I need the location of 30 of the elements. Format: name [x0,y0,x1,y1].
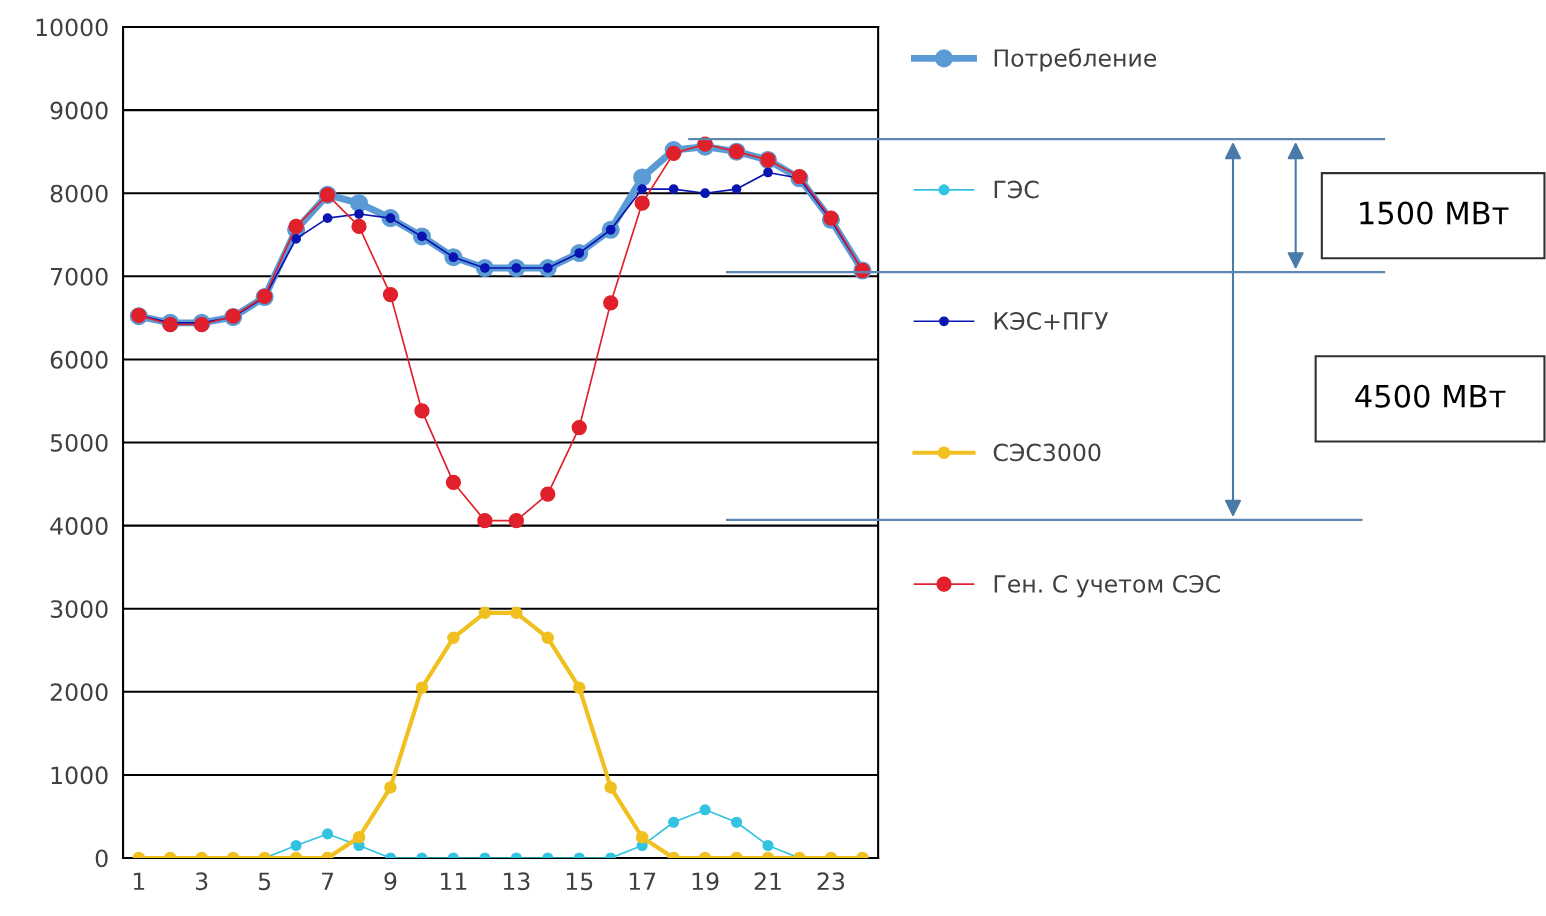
legend-label: Ген. С учетом СЭС [994,574,1220,598]
y-tick-label: 2000 [50,683,108,702]
y-tick-label: 9000 [50,101,108,120]
y-tick-label: 10000 [36,18,108,37]
legend-label: КЭС+ПГУ [994,312,1109,330]
y-tick-label: 4000 [50,517,108,535]
x-tick-label: 19 [692,872,719,891]
x-tick-label: 1 [133,872,145,890]
y-tick-label: 3000 [50,600,108,619]
x-tick-label: 9 [384,872,397,891]
y-tick-label: 0 [95,849,108,868]
x-tick-label: 13 [503,872,530,891]
y-tick-label: 5000 [50,433,108,452]
legend-label: Потребление [994,48,1157,72]
x-tick-label: 5 [258,872,271,891]
legend-label: ГЭС [994,180,1039,199]
x-tick-label: 11 [440,872,467,890]
x-tick-label: 21 [754,872,781,890]
x-tick-label: 17 [629,872,656,890]
text: 1500 МВт [1360,201,1509,225]
y-tick-label: 1000 [51,766,108,785]
x-tick-label: 3 [196,872,208,891]
y-tick-label: 7000 [51,267,108,286]
x-tick-label: 7 [321,872,334,890]
x-tick-label: 23 [817,872,845,891]
legend-label: СЭС3000 [993,443,1101,462]
x-tick-label: 15 [566,872,593,891]
text: 4500 МВт [1355,384,1506,408]
y-tick-label: 8000 [50,184,108,203]
y-tick-label: 6000 [50,350,108,369]
